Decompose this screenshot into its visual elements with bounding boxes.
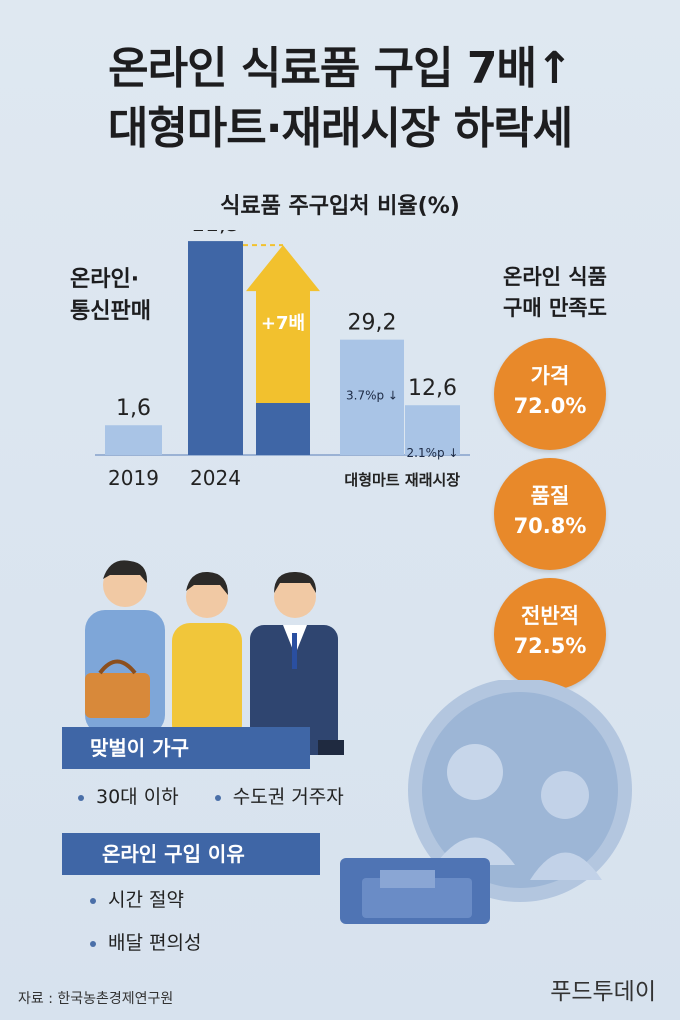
satisfaction-overall-value: 72.5% (513, 634, 587, 658)
bullet-dot-icon (78, 794, 84, 801)
households-bullet-2: 수도권 거주자 (232, 786, 344, 808)
tick-label-대형마트: 대형마트 (344, 471, 399, 489)
title-line-1: 온라인 식료품 구입 7배↑ (108, 43, 573, 94)
bar-2019 (105, 425, 162, 455)
satisfaction-quality-name: 품질 (530, 484, 570, 508)
bullet-dot-icon (90, 940, 96, 947)
households-bullet-1: 30대 이하 (96, 786, 179, 808)
households-bullets: 30대 이하 수도권 거주자 (78, 782, 344, 809)
bar-재래시장 (405, 405, 460, 455)
reasons-bullet-row-1: 시간 절약 (90, 885, 184, 912)
satisfaction-price-value: 72.0% (513, 394, 587, 418)
reasons-bullet-1: 시간 절약 (108, 889, 184, 911)
tick-label-2024: 2024 (190, 466, 241, 490)
shopper-1-figure (85, 560, 165, 735)
reasons-label: 온라인 구입 이유 (62, 833, 320, 875)
growth-arrow-icon (246, 245, 320, 403)
change-label-재래시장: 2.1%p ↓ (407, 446, 459, 460)
satisfaction-quality-value: 70.8% (513, 514, 587, 538)
bar-value-label-2024: 11,5 (191, 230, 240, 237)
change-label-대형마트: 3.7%p ↓ (346, 389, 398, 403)
tick-label-재래시장: 재래시장 (405, 471, 460, 489)
satisfaction-heading-line2: 구매 만족도 (503, 296, 607, 320)
source-note: 자료 : 한국농촌경제연구원 (18, 991, 174, 1007)
title-line-2: 대형마트·재래시장 하락세 (107, 103, 573, 154)
series-label-line2: 통신판매 (70, 299, 151, 324)
tick-label-2019: 2019 (108, 466, 159, 490)
satisfaction-heading: 온라인 식품 구매 만족도 (470, 262, 640, 324)
shoppers-illustration (85, 560, 344, 755)
brand-name: 푸드투데이 (550, 979, 656, 1005)
satisfaction-price-name: 가격 (530, 364, 570, 388)
bar-2024 (188, 241, 243, 455)
satisfaction-heading-line1: 온라인 식품 (503, 265, 607, 289)
bar-chart: 1,6 2019 11,5 2024 29,2 대형마트 3.7%p ↓ 12,6 재래시장 2.… (95, 230, 470, 490)
households-label: 맞벌이 가구 (62, 727, 310, 769)
bar-value-label-재래시장: 12,6 (408, 376, 457, 401)
satisfaction-quality: 품질 70.8% (494, 458, 606, 570)
bullet-dot-icon (214, 794, 221, 801)
reasons-bullet-row-2: 배달 편의성 (90, 928, 201, 955)
series-label-line1: 온라인· (70, 267, 140, 292)
decorative-avatar-illustration (340, 680, 632, 924)
growth-label: +7배 (261, 313, 305, 334)
chart-title: 식료품 주구입처 비율(%) (220, 194, 460, 219)
bar-대형마트 (340, 339, 404, 455)
series-label: 온라인· 통신판매 (70, 264, 151, 328)
bar-value-label-2019: 1,6 (116, 396, 151, 421)
satisfaction-overall-name: 전반적 (521, 604, 579, 628)
bar-value-label-대형마트: 29,2 (348, 311, 397, 336)
shopper-2-figure (172, 571, 242, 743)
reasons-bullet-2: 배달 편의성 (108, 932, 202, 954)
satisfaction-overall: 전반적 72.5% (494, 578, 606, 690)
growth-base-bar (256, 403, 310, 455)
shopper-3-figure (250, 571, 344, 755)
satisfaction-price: 가격 72.0% (494, 338, 606, 450)
bullet-dot-icon (90, 897, 96, 904)
